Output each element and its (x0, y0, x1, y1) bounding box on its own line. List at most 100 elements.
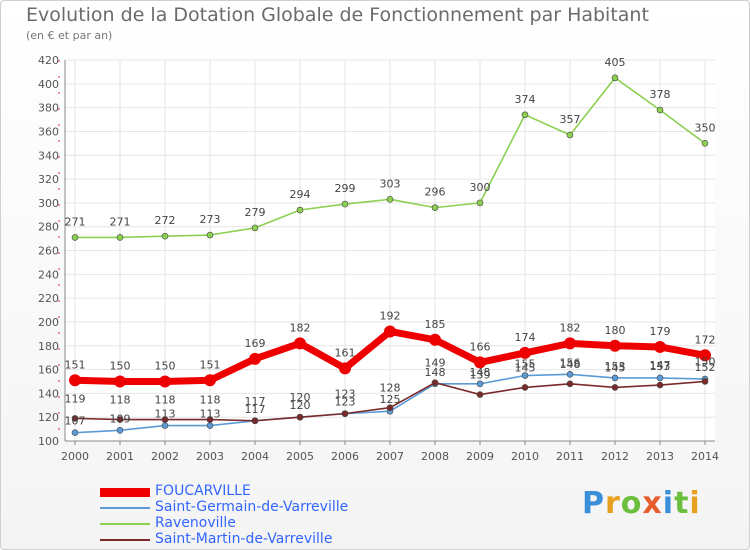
data-point (159, 375, 171, 388)
data-point (71, 234, 79, 241)
data-label: 180 (605, 324, 626, 337)
data-label: 107 (65, 415, 86, 428)
data-label: 182 (560, 321, 581, 334)
chart-subtitle: (en € et par an) (26, 29, 113, 42)
data-label: 113 (200, 408, 221, 421)
data-point (566, 380, 574, 388)
data-label: 113 (155, 408, 176, 421)
y-tick-label: 400 (38, 78, 59, 91)
data-label: 123 (335, 396, 356, 409)
data-label: 151 (65, 358, 86, 371)
data-label: 148 (470, 366, 491, 379)
data-label: 300 (470, 181, 491, 194)
y-tick-label: 180 (38, 340, 59, 353)
logo-letter: i (689, 486, 701, 521)
logo-letter: o (620, 486, 643, 521)
y-tick-label: 140 (38, 387, 59, 400)
data-point (249, 352, 261, 365)
data-point (206, 416, 214, 423)
data-point (476, 391, 484, 398)
data-point (474, 356, 486, 369)
data-point (116, 234, 124, 241)
data-point (251, 417, 259, 425)
x-tick-label: 2003 (196, 450, 224, 463)
data-point (384, 325, 396, 338)
data-point (431, 204, 439, 211)
y-tick-label: 240 (38, 268, 59, 281)
x-tick-label: 2010 (511, 450, 539, 463)
data-point (204, 374, 216, 387)
data-label: 120 (290, 399, 311, 412)
data-point (341, 200, 349, 208)
data-point (251, 224, 259, 232)
y-tick-label: 360 (38, 125, 59, 138)
x-tick-label: 2002 (151, 450, 179, 463)
data-label: 357 (560, 113, 581, 126)
y-tick-label: 220 (38, 292, 59, 305)
x-tick-label: 2004 (241, 450, 269, 463)
y-tick-label: 120 (38, 411, 59, 424)
logo-letter: t (674, 486, 690, 521)
x-tick-label: 2013 (646, 450, 674, 463)
legend-label: Saint-Germain-de-Varreville (155, 499, 349, 515)
data-point (386, 196, 394, 203)
data-label: 296 (425, 186, 446, 199)
data-label: 118 (110, 394, 131, 407)
data-point (114, 375, 126, 388)
logo-letter: i (662, 486, 675, 521)
logo-letter: r (605, 486, 621, 521)
data-point (161, 422, 169, 429)
data-label: 148 (425, 366, 446, 379)
data-point (206, 422, 214, 429)
data-point (476, 380, 484, 388)
data-label: 169 (245, 337, 266, 350)
data-point (609, 339, 621, 352)
data-point (161, 416, 169, 423)
data-label: 405 (605, 56, 626, 69)
data-point (611, 374, 619, 382)
data-label: 119 (65, 392, 86, 405)
data-label: 109 (110, 412, 131, 425)
x-tick-label: 2006 (331, 450, 359, 463)
x-tick-label: 2012 (601, 450, 629, 463)
data-point (69, 374, 81, 387)
data-label: 294 (290, 188, 311, 201)
data-point (521, 372, 529, 379)
y-tick-label: 260 (38, 245, 59, 258)
data-label: 148 (560, 358, 581, 371)
data-label: 182 (290, 321, 311, 334)
y-tick-label: 380 (38, 102, 59, 115)
data-point (296, 413, 304, 421)
data-label: 118 (155, 394, 176, 407)
legend-label: Ravenoville (155, 515, 236, 531)
data-label: 161 (335, 346, 356, 359)
legend-swatch (100, 539, 150, 541)
x-tick-label: 2001 (106, 450, 134, 463)
data-point (566, 371, 574, 378)
x-tick-label: 2014 (691, 450, 719, 463)
data-point (656, 106, 664, 114)
data-label: 279 (245, 206, 266, 219)
legend-swatch (100, 487, 150, 497)
data-point (71, 415, 79, 422)
data-label: 174 (515, 331, 536, 344)
data-label: 192 (380, 309, 401, 322)
data-point (611, 74, 619, 82)
data-label: 156 (560, 356, 581, 369)
data-label: 172 (695, 333, 716, 346)
data-point (71, 429, 79, 436)
data-point (654, 340, 666, 353)
data-label: 123 (335, 388, 356, 401)
data-label: 118 (200, 394, 221, 407)
data-point (341, 410, 349, 417)
data-label: 150 (110, 359, 131, 372)
x-tick-label: 2009 (466, 450, 494, 463)
y-tick-label: 280 (38, 221, 59, 234)
logo-letter: P (582, 486, 605, 521)
data-label: 139 (470, 369, 491, 382)
data-point (116, 416, 124, 423)
data-label: 153 (605, 360, 626, 373)
y-tick-label: 200 (38, 316, 59, 329)
data-point (701, 378, 709, 385)
data-point (519, 346, 531, 359)
